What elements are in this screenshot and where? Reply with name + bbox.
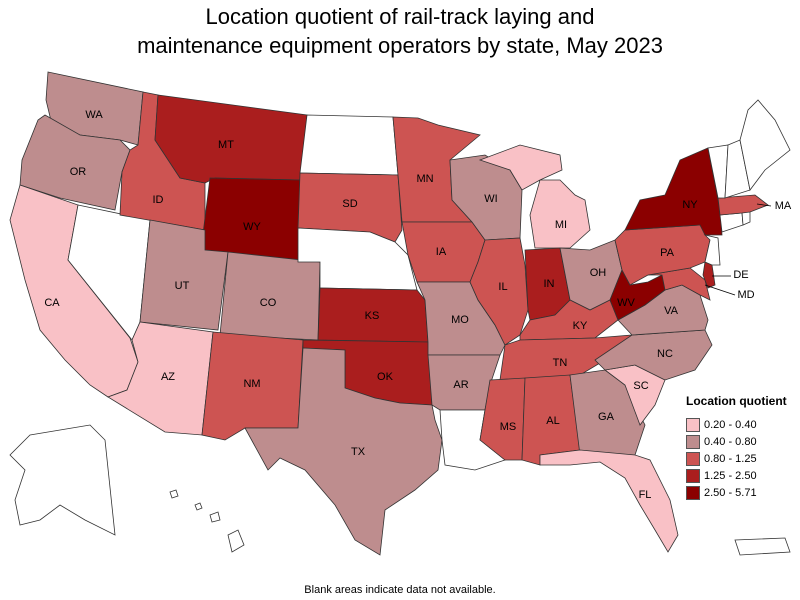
legend-title: Location quotient	[686, 394, 787, 408]
label-va: VA	[664, 305, 679, 317]
title-line-2: maintenance equipment operators by state…	[137, 33, 663, 58]
legend-label: 2.50 - 5.71	[704, 486, 757, 499]
label-wa: WA	[85, 109, 103, 121]
label-al: AL	[546, 415, 559, 427]
label-wv: WV	[617, 297, 635, 309]
state-ri[interactable]	[741, 211, 751, 226]
label-wi: WI	[484, 193, 497, 205]
label-or: OR	[70, 166, 87, 178]
label-tx: TX	[351, 446, 366, 458]
label-pa: PA	[660, 247, 675, 259]
label-ut: UT	[175, 280, 190, 292]
state-fl[interactable]	[539, 449, 679, 553]
legend-swatch	[686, 434, 700, 449]
footnote: Blank areas indicate data not available.	[304, 584, 496, 596]
label-co: CO	[260, 297, 277, 309]
state-co[interactable]	[219, 251, 321, 341]
label-il: IL	[498, 281, 507, 293]
state-ak[interactable]	[9, 424, 116, 536]
legend-swatch	[686, 485, 700, 500]
legend-swatch	[686, 468, 700, 483]
legend-item: 0.40 - 0.80	[686, 433, 796, 450]
label-in: IN	[544, 278, 555, 290]
legend-swatch	[686, 417, 700, 432]
legend-label: 0.80 - 1.25	[704, 452, 757, 465]
legend-item: 2.50 - 5.71	[686, 484, 796, 501]
state-hi[interactable]	[169, 489, 245, 553]
label-ia: IA	[436, 246, 447, 258]
state-md[interactable]	[647, 267, 711, 301]
title-line-1: Location quotient of rail-track laying a…	[205, 4, 595, 29]
label-mt: MT	[218, 139, 234, 151]
legend-item: 0.20 - 0.40	[686, 416, 796, 433]
label-ca: CA	[44, 297, 60, 309]
label-ms: MS	[500, 421, 517, 433]
label-tn: TN	[553, 357, 568, 369]
label-sc: SC	[633, 380, 648, 392]
state-ma[interactable]	[717, 194, 769, 216]
leader-lines	[704, 203, 772, 296]
state-pr[interactable]	[734, 537, 791, 556]
label-ks: KS	[365, 310, 380, 322]
label-id: ID	[153, 194, 164, 206]
state-labels: WA OR CA ID MT WY UT CO AZ NM SD KS OK T…	[44, 109, 792, 501]
state-ny[interactable]	[624, 147, 723, 236]
label-ma: MA	[775, 200, 792, 212]
label-de: DE	[733, 269, 748, 281]
label-md: MD	[737, 289, 754, 301]
legend-item: 0.80 - 1.25	[686, 450, 796, 467]
legend-label: 1.25 - 2.50	[704, 469, 757, 482]
legend-swatch	[686, 451, 700, 466]
state-or[interactable]	[19, 114, 131, 211]
label-nc: NC	[657, 348, 673, 360]
label-ar: AR	[453, 379, 468, 391]
state-nd[interactable]	[299, 114, 399, 176]
legend-item: 1.25 - 2.50	[686, 467, 796, 484]
legend: Location quotient 0.20 - 0.40 0.40 - 0.8…	[686, 394, 796, 501]
state-nj[interactable]	[703, 234, 721, 266]
label-az: AZ	[161, 371, 175, 383]
state-ct[interactable]	[719, 212, 744, 233]
legend-label: 0.20 - 0.40	[704, 418, 757, 431]
label-mn: MN	[416, 173, 433, 185]
label-wy: WY	[243, 221, 261, 233]
state-tx[interactable]	[244, 347, 443, 556]
state-mi[interactable]	[478, 144, 591, 249]
label-mi: MI	[555, 219, 567, 231]
label-sd: SD	[342, 198, 357, 210]
label-fl: FL	[639, 489, 652, 501]
legend-label: 0.40 - 0.80	[704, 435, 757, 448]
label-ga: GA	[598, 411, 615, 423]
label-oh: OH	[590, 267, 607, 279]
label-ky: KY	[573, 320, 588, 332]
label-nm: NM	[243, 378, 260, 390]
label-mo: MO	[451, 314, 469, 326]
state-wy[interactable]	[199, 177, 301, 263]
label-ok: OK	[377, 371, 394, 383]
state-me[interactable]	[739, 99, 791, 191]
label-ny: NY	[682, 199, 698, 211]
map-title: Location quotient of rail-track laying a…	[0, 2, 800, 60]
